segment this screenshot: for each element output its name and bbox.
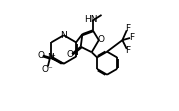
Text: F: F [125, 24, 130, 34]
Text: O: O [98, 35, 105, 44]
Text: N: N [60, 31, 67, 40]
Text: O: O [66, 50, 74, 59]
Text: HN: HN [84, 15, 98, 24]
Text: N: N [47, 53, 54, 62]
Text: +: + [50, 53, 55, 58]
Text: F: F [125, 46, 130, 55]
Text: O⁻: O⁻ [41, 65, 53, 74]
Text: O: O [37, 51, 44, 60]
Text: F: F [129, 33, 134, 43]
